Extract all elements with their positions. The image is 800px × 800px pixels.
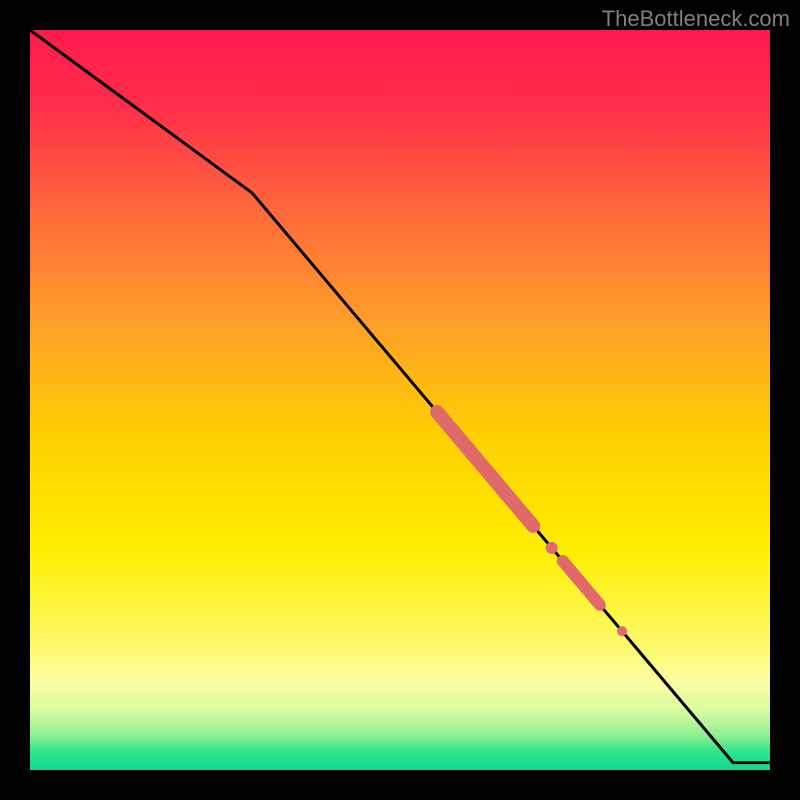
plot-background: [30, 30, 770, 770]
chart-stage: TheBottleneck.com: [0, 0, 800, 800]
watermark-text: TheBottleneck.com: [602, 6, 790, 32]
chart-svg: [0, 0, 800, 800]
overlay-dot: [546, 542, 558, 554]
overlay-dot: [617, 626, 627, 636]
